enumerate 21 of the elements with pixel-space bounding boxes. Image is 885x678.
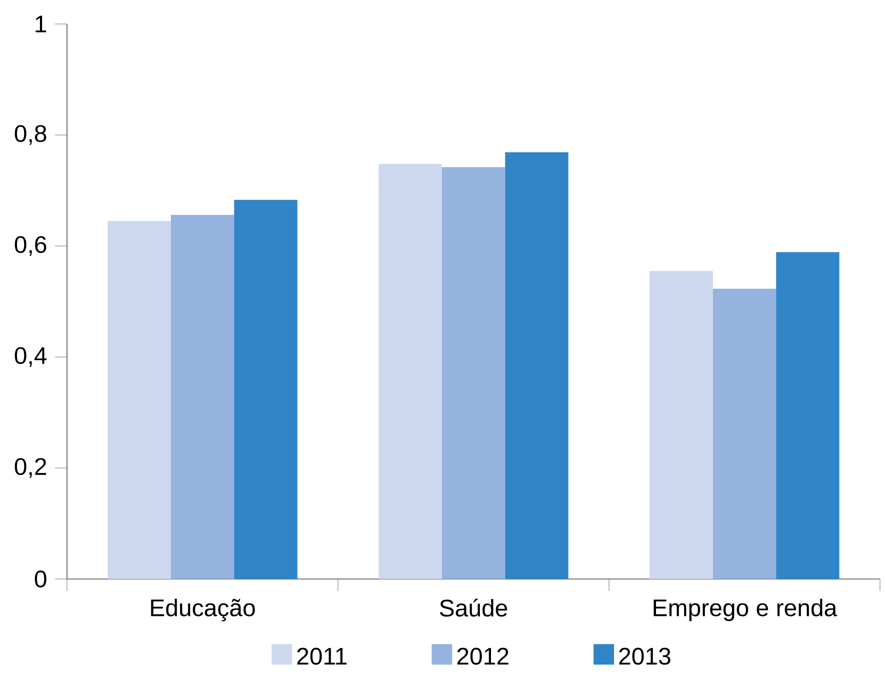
bar xyxy=(108,221,171,579)
y-tick-label: 0 xyxy=(34,570,46,588)
y-tick-label: 0,6 xyxy=(14,236,46,256)
legend-label: 2011 xyxy=(297,648,346,665)
y-tick-label: 0,8 xyxy=(14,125,46,145)
y-tick-label: 0,2 xyxy=(14,458,46,478)
y-tick-label: 1 xyxy=(36,16,46,32)
bar xyxy=(170,214,234,579)
y-tick-label: 0,4 xyxy=(14,347,47,367)
bar xyxy=(378,164,442,579)
bar xyxy=(234,200,298,579)
legend-label: 2013 xyxy=(619,648,670,665)
bar xyxy=(505,152,568,579)
bar xyxy=(650,270,713,579)
bar xyxy=(442,167,506,579)
x-tick-label: Emprego e renda xyxy=(654,598,838,622)
x-tick-label: Saúde xyxy=(440,598,508,617)
bar xyxy=(776,252,840,579)
bar xyxy=(712,288,776,579)
legend-label: 2012 xyxy=(457,648,508,665)
x-tick-label: Educação xyxy=(151,598,255,622)
